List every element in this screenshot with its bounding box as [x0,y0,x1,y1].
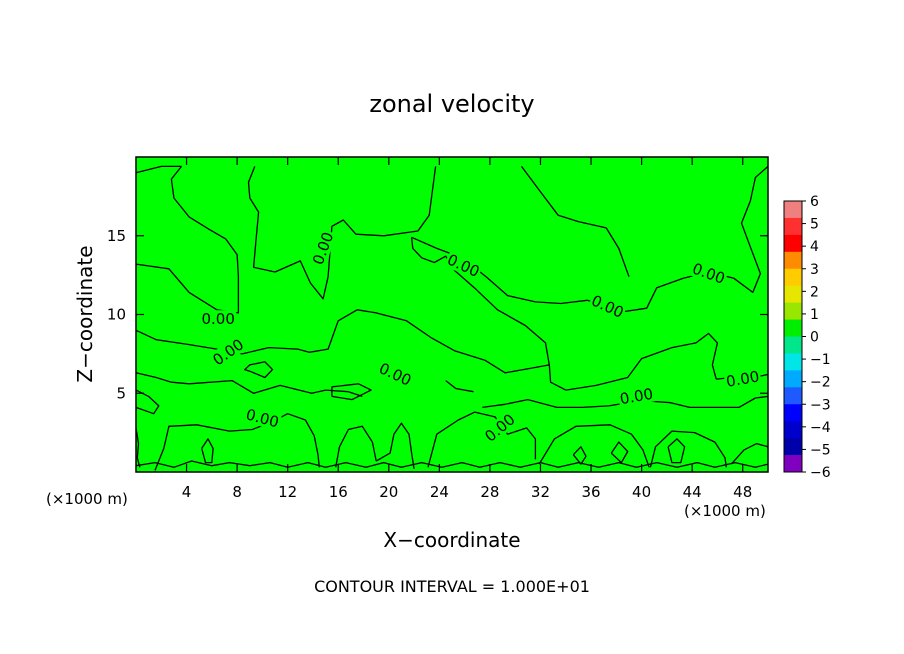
colorbar-swatch [784,336,802,354]
colorbar-swatch [784,353,802,371]
colorbar-level-label: 2 [810,284,819,300]
contour-line [135,427,141,468]
colorbar-level-label: −5 [810,442,831,458]
colorbar-swatch [784,387,802,405]
colorbar-swatch [784,404,802,422]
y-axis-label: Z−coordinate [73,245,97,382]
colorbar-swatch [784,370,802,388]
x-axis-ticks: 4 8 12 16 20 24 28 32 36 40 44 48 [182,157,752,501]
contour-line [610,441,629,464]
x-tick-label: 48 [733,483,752,501]
contour-line [247,166,437,300]
contour-line [548,332,719,391]
contour-line [331,383,372,401]
contour-line [135,389,160,415]
plot-area: 0.00 0.000.000.000.000.000.000.000.000.00… [135,156,769,473]
contour-line [135,372,363,398]
plot-background [136,157,768,472]
chart-title: zonal velocity [369,90,534,118]
x-tick-label: 16 [329,483,348,501]
y-axis-unit-label: (×1000 m) [46,490,128,508]
contour-line [649,430,727,468]
colorbar-swatch [784,438,802,456]
x-tick-label: 44 [683,483,702,501]
colorbar-swatch [784,302,802,320]
colorbar-labels: 6 5 4 3 2 1 0 −1 −2 −3 −4 −5 −6 [802,194,831,481]
colorbar-level-label: 5 [810,217,819,233]
svg-text:0.00: 0.00 [201,310,234,328]
contour-label: 0.00 [200,310,237,328]
y-tick-label: 10 [107,306,126,324]
colorbar-swatch [784,217,802,236]
x-axis-label: X−coordinate [383,528,520,552]
contour-line [335,425,377,468]
contour-line [201,438,214,464]
contour-line [538,424,650,468]
contour-line [375,422,415,470]
x-tick-label: 40 [632,483,651,501]
colorbar-level-label: −4 [810,420,831,436]
svg-text:0.00: 0.00 [725,367,761,391]
x-tick-label: 36 [581,483,600,501]
contour-line [135,165,240,314]
y-tick-label: 5 [116,384,126,402]
contour-line [411,165,769,313]
contour-line [427,411,537,468]
colorbar-level-label: 4 [810,239,819,255]
contour-line [667,438,686,464]
colorbar-level-label: −1 [810,352,831,368]
contour-line [520,166,630,277]
colorbar-level-label: −2 [810,375,831,391]
contour-line [244,361,274,379]
x-tick-label: 12 [278,483,297,501]
colorbar-swatch [784,251,802,270]
contour-label: 0.00 [723,367,762,391]
colorbar-swatches [783,200,803,473]
colorbar-level-label: 1 [810,307,819,323]
x-tick-label: 20 [379,483,398,501]
colorbar-level-label: −6 [810,465,831,481]
contour-label: 0.00 [617,384,656,408]
colorbar-swatch [784,285,802,304]
x-tick-label: 8 [232,483,242,501]
contour-line [135,165,182,174]
svg-text:0.00: 0.00 [618,385,654,409]
y-tick-label: 15 [107,227,126,245]
contour-line [445,380,474,393]
colorbar-swatch [784,319,802,337]
colorbar-swatch [784,421,802,439]
x-tick-label: 32 [531,483,550,501]
contour-interval-note: CONTOUR INTERVAL = 1.000E+01 [314,577,590,596]
colorbar-level-label: 0 [810,330,819,346]
x-tick-label: 24 [430,483,449,501]
colorbar-level-label: 3 [810,262,819,278]
contour-line [730,442,769,465]
colorbar-level-label: 6 [810,194,819,210]
contour-line [135,460,769,468]
x-tick-label: 28 [480,483,499,501]
colorbar-swatch [784,268,802,287]
colorbar-swatch [784,234,802,253]
y-axis-ticks: 5 10 15 [107,227,768,402]
colorbar: 6 5 4 3 2 1 0 −1 −2 −3 −4 −5 −6 [783,194,831,481]
x-tick-label: 4 [182,483,192,501]
x-axis-unit-label: (×1000 m) [684,502,766,520]
colorbar-swatch [784,201,802,219]
contour-line [572,446,587,465]
colorbar-level-label: −3 [810,397,831,413]
colorbar-swatch [784,455,802,473]
